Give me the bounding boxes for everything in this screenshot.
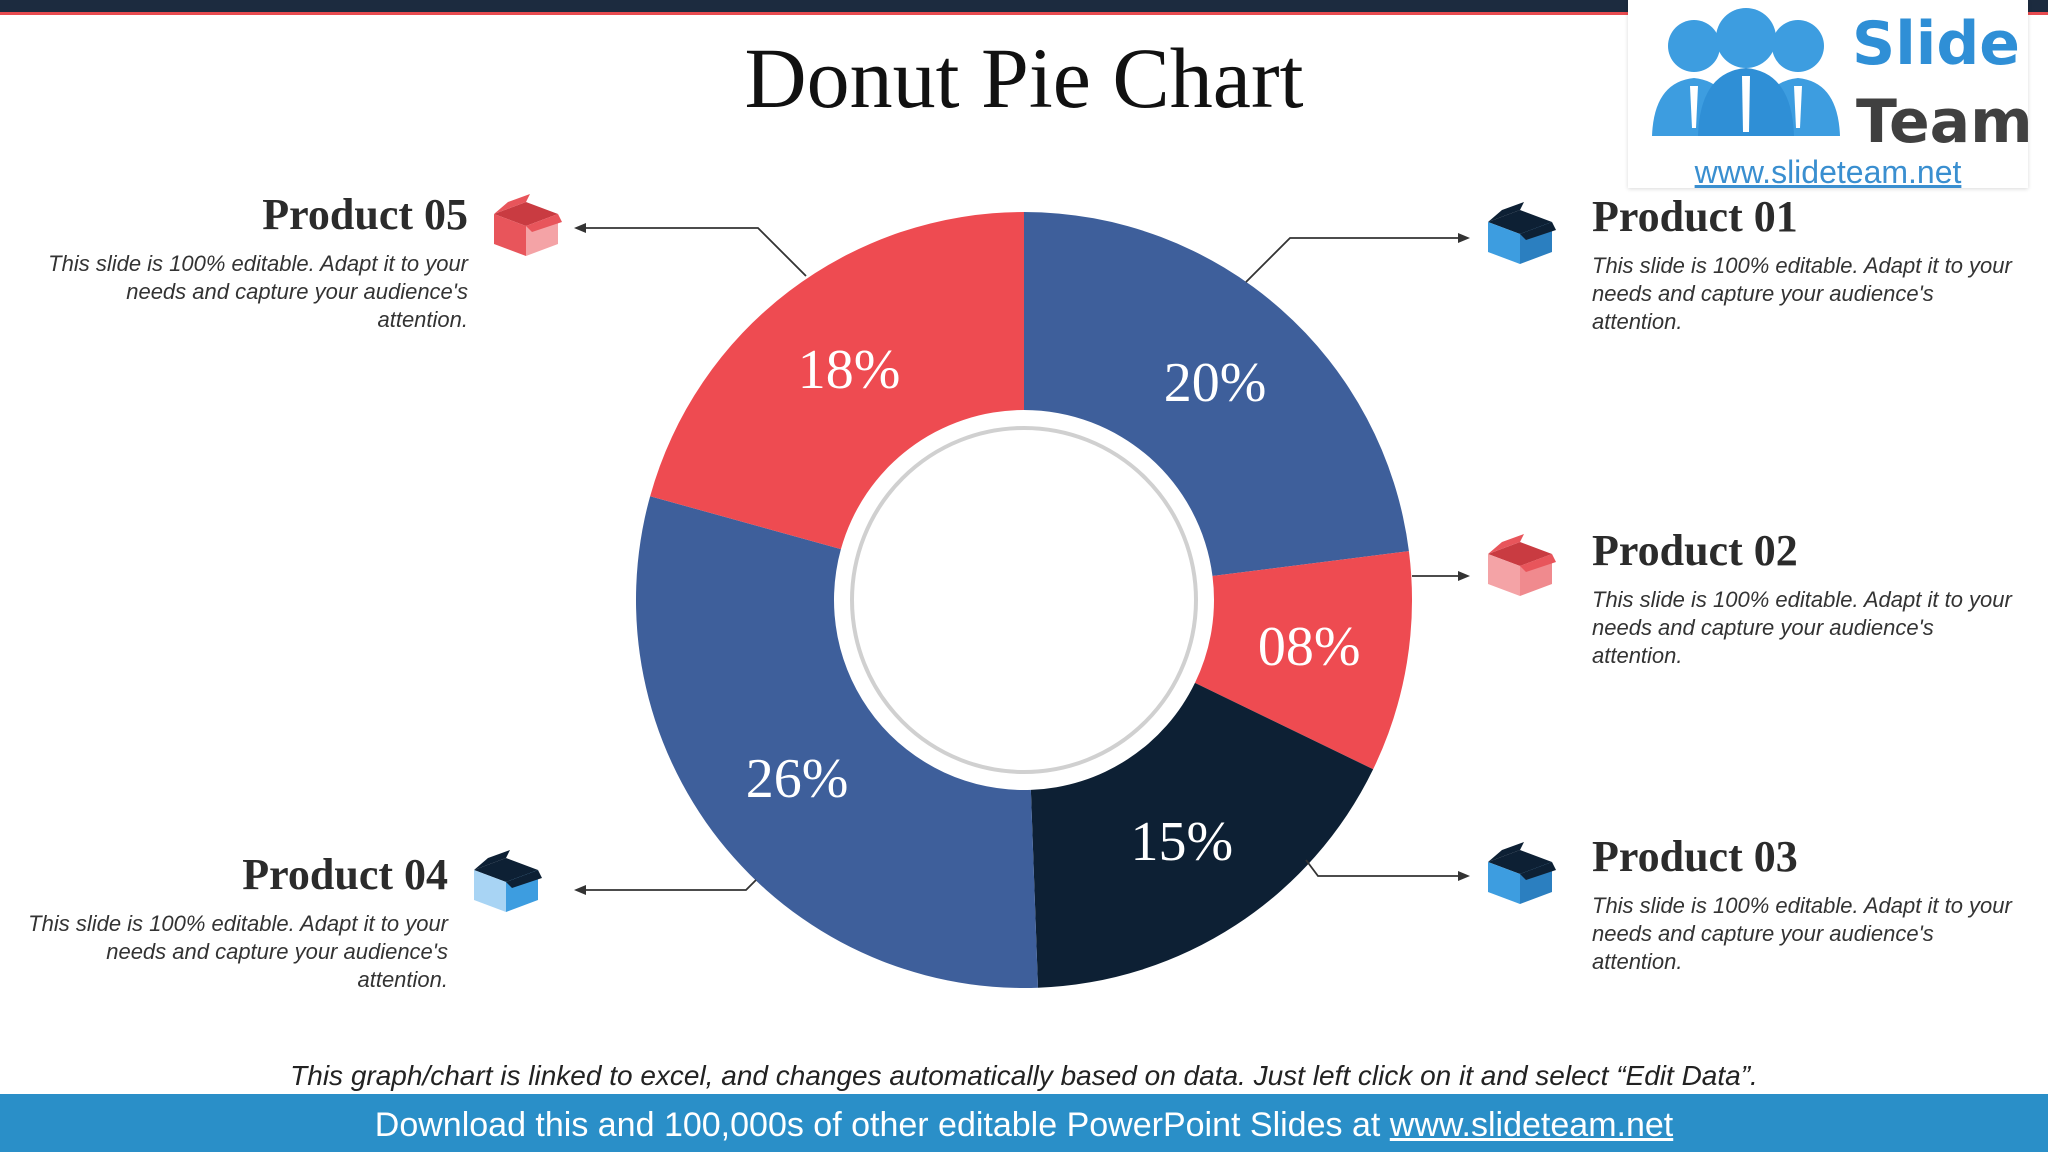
- arrowhead-product-05: [574, 223, 586, 233]
- box-icon-product-03: [1488, 842, 1556, 904]
- product-description: This slide is 100% editable. Adapt it to…: [1592, 587, 2012, 668]
- donut-slices: [636, 212, 1412, 988]
- box-icon-product-05: [494, 194, 562, 256]
- connector-line-product-03: [1305, 859, 1462, 877]
- box-icon-product-01: [1488, 202, 1556, 264]
- chart-footnote: This graph/chart is linked to excel, and…: [290, 1060, 1758, 1091]
- product-description: This slide is 100% editable. Adapt it to…: [1592, 253, 2012, 334]
- donut-slice-product-02[interactable]: [1194, 551, 1412, 770]
- footer-link[interactable]: www.slideteam.net: [1389, 1106, 1674, 1144]
- box-icon-product-02: [1488, 534, 1556, 596]
- logo-url-link[interactable]: www.slideteam.net: [1694, 154, 1962, 190]
- connector-arrowheads: [574, 223, 1470, 895]
- arrowhead-product-04: [574, 885, 586, 895]
- connector-line-product-05: [582, 227, 807, 277]
- product-title: Product 03: [1592, 832, 1798, 881]
- product-description: This slide is 100% editable. Adapt it to…: [48, 251, 468, 332]
- footer-text: Download this and 100,000s of other edit…: [0, 1106, 2048, 1145]
- connector-line-product-04: [582, 879, 757, 891]
- product-title: Product 02: [1592, 526, 1798, 575]
- donut-hole-ring: [850, 426, 1198, 774]
- product-description: This slide is 100% editable. Adapt it to…: [28, 911, 448, 992]
- footer-prefix: Download this and 100,000s of other edit…: [374, 1106, 1390, 1144]
- slice-label-product-02: 08%: [1258, 616, 1361, 678]
- connector-line-product-01: [1245, 237, 1462, 283]
- box-icon-product-04: [474, 850, 542, 912]
- slice-label-product-03: 15%: [1131, 811, 1234, 873]
- footer-banner: [0, 1094, 2048, 1152]
- donut-slice-product-05[interactable]: [650, 212, 1024, 550]
- slide-title: Donut Pie Chart: [744, 30, 1304, 126]
- slice-label-product-04: 26%: [746, 748, 849, 810]
- product-title: Product 04: [242, 850, 448, 899]
- product-title: Product 01: [1592, 192, 1798, 241]
- donut-slice-product-03[interactable]: [1030, 682, 1374, 988]
- product-callout-05: Product 05 This slide is 100% editable. …: [48, 190, 468, 334]
- product-callout-02: Product 02 This slide is 100% editable. …: [1592, 526, 2012, 670]
- top-accent-line: [0, 12, 2048, 15]
- logo-word-team: Team: [1856, 87, 2033, 157]
- product-title: Product 05: [262, 190, 468, 239]
- arrowhead-product-02: [1458, 571, 1470, 581]
- product-description: This slide is 100% editable. Adapt it to…: [1592, 893, 2012, 974]
- top-accent-bar: [0, 0, 2048, 12]
- arrowhead-product-01: [1458, 233, 1470, 243]
- product-callout-03: Product 03 This slide is 100% editable. …: [1592, 832, 2012, 976]
- slideteam-logo[interactable]: Slide Team www.slideteam.net: [1628, 0, 2033, 190]
- product-callout-01: Product 01 This slide is 100% editable. …: [1592, 192, 2012, 336]
- slice-label-product-01: 20%: [1164, 352, 1267, 414]
- arrowhead-product-03: [1458, 871, 1470, 881]
- people-icon: [1652, 8, 1840, 136]
- donut-slice-product-01[interactable]: [1024, 212, 1409, 577]
- product-callout-04: Product 04 This slide is 100% editable. …: [28, 850, 448, 994]
- slice-label-product-05: 18%: [798, 339, 901, 401]
- logo-word-slide: Slide: [1852, 9, 2020, 79]
- donut-slice-product-04[interactable]: [636, 496, 1039, 988]
- connector-lines: [582, 227, 1462, 891]
- donut-slice-labels: 20% 08% 15% 26% 18%: [746, 339, 1361, 873]
